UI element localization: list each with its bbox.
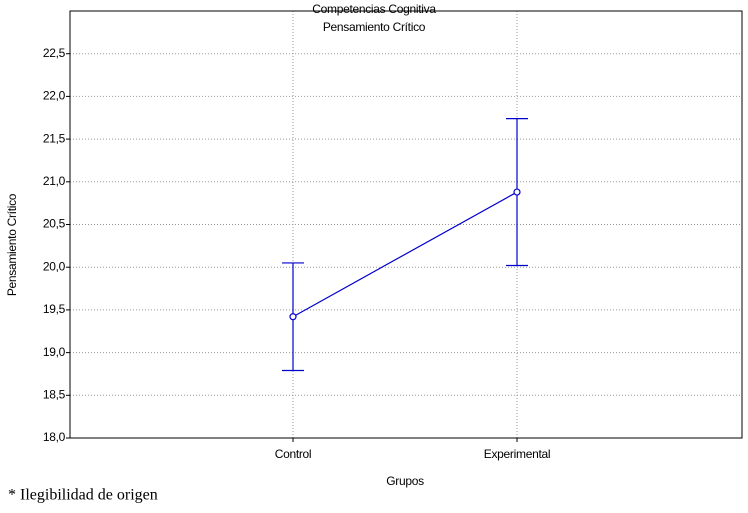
y-tick-label: 18,5 xyxy=(43,387,66,401)
data-point xyxy=(289,313,297,321)
x-tick-label: Control xyxy=(275,447,312,461)
y-tick-label: 21,0 xyxy=(43,174,66,188)
y-tick-label: 19,5 xyxy=(43,302,66,316)
y-tick-label: 22,0 xyxy=(43,89,66,103)
y-tick-label: 21,5 xyxy=(43,131,66,145)
y-axis-label: Pensamiento Crítico xyxy=(5,193,19,296)
chart-title: Competencias Cognitiva xyxy=(312,2,436,16)
x-tick-label: Experimental xyxy=(484,447,550,461)
y-tick-label: 19,0 xyxy=(43,345,66,359)
series-line xyxy=(292,191,518,318)
x-axis-label: Grupos xyxy=(386,474,424,488)
data-point xyxy=(513,188,521,196)
plot-frame xyxy=(69,10,743,439)
y-tick-label: 18,0 xyxy=(43,430,66,444)
chart-subtitle: Pensamiento Crítico xyxy=(323,20,426,34)
y-tick-label: 20,0 xyxy=(43,259,66,273)
note: * Ilegibilidad de origen xyxy=(8,487,158,504)
y-tick-label: 20,5 xyxy=(43,217,66,231)
y-tick-label: 22,5 xyxy=(43,46,66,60)
